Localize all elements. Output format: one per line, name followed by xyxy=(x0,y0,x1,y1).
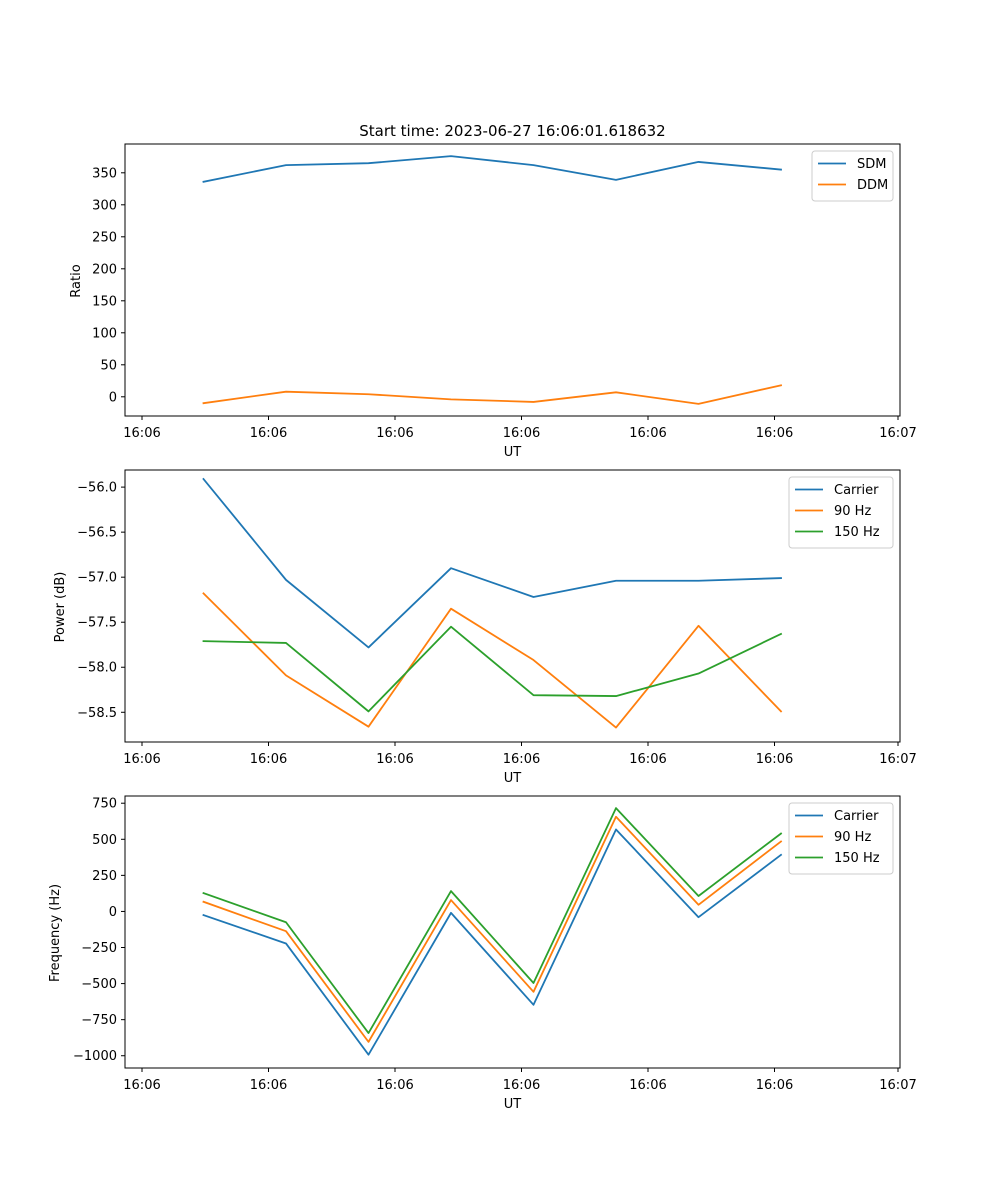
ratio-y-tick-label: 250 xyxy=(92,230,117,245)
frequency-panel: Frequency (Hz) UT 16:06 16:06 16:06 16:06 16… xyxy=(48,795,917,1112)
frequency-x-tick-label: 16:06 xyxy=(250,1078,287,1093)
frequency-y-tick-label: −750 xyxy=(81,1013,117,1028)
frequency-axes-frame xyxy=(124,795,901,1069)
frequency-y-tick-label: 0 xyxy=(109,905,117,920)
ratio-series-ddm-line xyxy=(202,384,783,405)
frequency-x-axis-label: UT xyxy=(504,1097,522,1112)
ratio-y-tick-label: 350 xyxy=(92,166,117,181)
ratio-y-tick-label: 150 xyxy=(92,294,117,309)
power-legend-box xyxy=(788,476,894,549)
power-y-tick-label: −56.0 xyxy=(77,481,117,496)
ratio-x-tick-label: 16:06 xyxy=(250,426,287,441)
power-x-tick-label: 16:06 xyxy=(376,752,413,767)
power-axes-frame xyxy=(124,469,901,743)
ratio-x-tick-label: 16:06 xyxy=(376,426,413,441)
frequency-y-tick-label: −250 xyxy=(81,941,117,956)
ratio-panel: Ratio UT 16:06 16:06 16:06 16:06 16:06 16:06 1… xyxy=(69,143,917,460)
ratio-y-tick-label: 100 xyxy=(92,326,117,341)
ratio-legend: SDM DDM xyxy=(811,150,894,202)
frequency-legend-box xyxy=(788,802,894,875)
frequency-series-carrier-line xyxy=(202,828,783,1056)
ratio-y-axis-label: Ratio xyxy=(69,264,84,297)
power-series-90-hz-line xyxy=(202,592,783,729)
ratio-axes-frame xyxy=(124,143,901,417)
power-x-tick-label: 16:06 xyxy=(629,752,666,767)
ratio-x-tick-label: 16:06 xyxy=(756,426,793,441)
frequency-y-axis-label: Frequency (Hz) xyxy=(48,884,63,982)
frequency-y-tick-label: −1000 xyxy=(73,1049,117,1064)
frequency-x-tick-label: 16:07 xyxy=(879,1078,916,1093)
ratio-x-axis-label: UT xyxy=(504,445,522,460)
ratio-x-tick-label: 16:06 xyxy=(503,426,540,441)
power-series-carrier-line xyxy=(202,477,782,649)
frequency-y-tick-label: 500 xyxy=(92,833,117,848)
power-legend-label: 150 Hz xyxy=(834,525,880,540)
ratio-x-tick-label: 16:06 xyxy=(629,426,666,441)
frequency-y-tick-label: 750 xyxy=(92,797,117,812)
power-y-tick-label: −58.0 xyxy=(77,661,117,676)
frequency-x-tick-label: 16:06 xyxy=(503,1078,540,1093)
power-x-axis-label: UT xyxy=(504,771,522,786)
power-legend: Carrier 90 Hz 150 Hz xyxy=(788,476,894,549)
frequency-legend-label: Carrier xyxy=(834,809,879,824)
power-y-tick-label: −56.5 xyxy=(77,526,117,541)
power-x-tick-label: 16:07 xyxy=(879,752,916,767)
power-y-tick-label: −58.5 xyxy=(77,706,117,721)
power-y-tick-label: −57.5 xyxy=(77,616,117,631)
frequency-y-tick-label: −500 xyxy=(81,977,117,992)
power-legend-label: Carrier xyxy=(834,483,879,498)
ratio-y-tick-label: 300 xyxy=(92,198,117,213)
power-x-tick-label: 16:06 xyxy=(756,752,793,767)
ratio-legend-label: SDM xyxy=(857,157,886,172)
power-x-tick-label: 16:06 xyxy=(123,752,160,767)
power-series-150-hz-line xyxy=(202,625,783,713)
power-y-axis-label: Power (dB) xyxy=(53,572,68,643)
power-legend-label: 90 Hz xyxy=(834,504,871,519)
ratio-x-tick-label: 16:07 xyxy=(879,426,916,441)
ratio-x-tick-label: 16:06 xyxy=(123,426,160,441)
frequency-y-tick-label: 250 xyxy=(92,869,117,884)
frequency-series-90-hz-line xyxy=(202,815,783,1043)
power-panel: Power (dB) UT 16:06 16:06 16:06 16:06 16:06 1… xyxy=(53,469,917,786)
frequency-series-150-hz-line xyxy=(202,807,783,1034)
power-x-tick-label: 16:06 xyxy=(503,752,540,767)
ratio-series-sdm-line xyxy=(202,155,782,183)
power-y-tick-label: −57.0 xyxy=(77,571,117,586)
ratio-y-tick-label: 200 xyxy=(92,262,117,277)
frequency-legend-label: 90 Hz xyxy=(834,830,871,845)
frequency-legend-label: 150 Hz xyxy=(834,851,880,866)
frequency-x-tick-label: 16:06 xyxy=(756,1078,793,1093)
frequency-x-tick-label: 16:06 xyxy=(376,1078,413,1093)
ratio-y-tick-label: 50 xyxy=(100,358,117,373)
frequency-x-tick-label: 16:06 xyxy=(629,1078,666,1093)
power-x-tick-label: 16:06 xyxy=(250,752,287,767)
ratio-legend-label: DDM xyxy=(857,178,888,193)
figure-title: Start time: 2023-06-27 16:06:01.618632 xyxy=(359,122,665,140)
ratio-y-tick-label: 0 xyxy=(109,390,117,405)
frequency-legend: Carrier 90 Hz 150 Hz xyxy=(788,802,894,875)
frequency-x-tick-label: 16:06 xyxy=(123,1078,160,1093)
